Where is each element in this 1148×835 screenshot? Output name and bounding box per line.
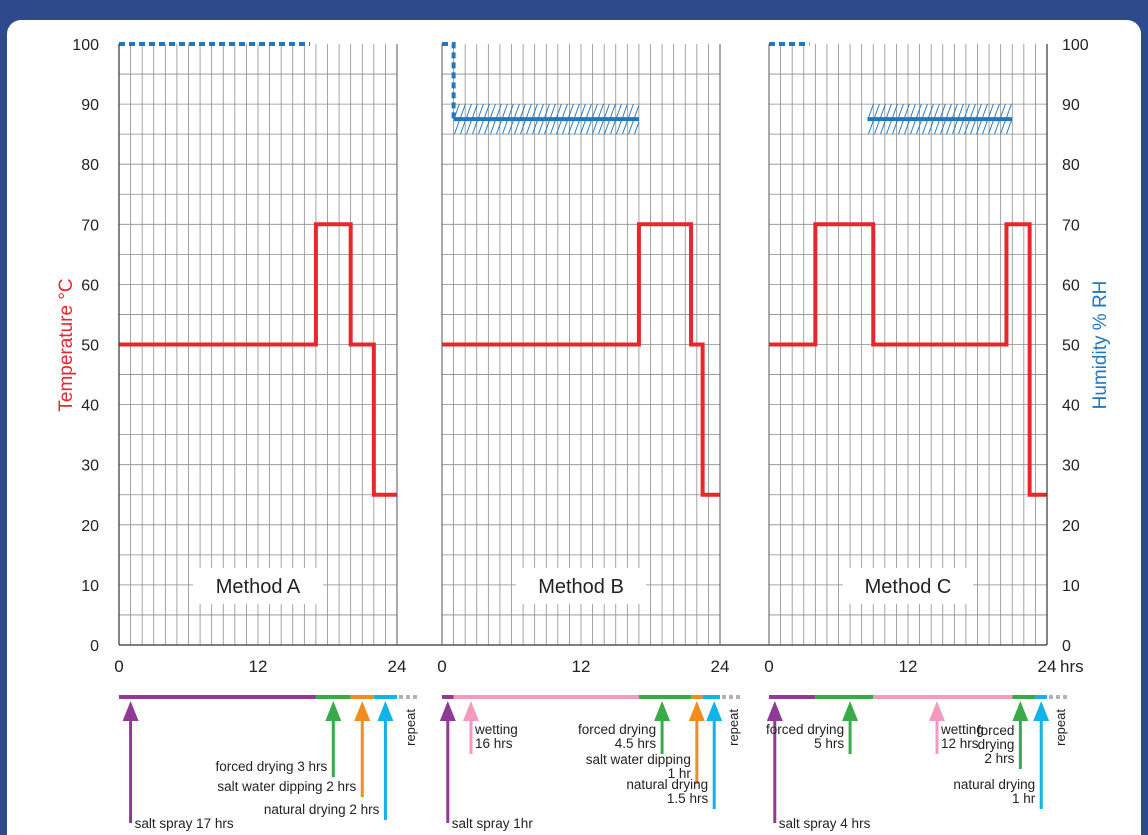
annotation-arrowhead: [654, 701, 671, 721]
process-timeline: repeat salt spray 17 hrs forced drying 3 h…: [119, 695, 1069, 831]
annotation-label: forced drying: [578, 722, 656, 737]
y-tick-right: 40: [1062, 398, 1080, 415]
annotation-label: wetting: [474, 722, 518, 737]
panel-title: Method A: [216, 576, 301, 598]
x-tick-label: 24: [711, 657, 730, 676]
x-tick-label: 24: [1038, 657, 1057, 676]
annotation-arrowhead: [706, 701, 723, 721]
annotation-arrowhead: [842, 701, 859, 721]
annotation-label: salt water dipping 2 hrs: [217, 779, 356, 794]
x-tick-label: 0: [437, 657, 446, 676]
annotation-label: 1.5 hrs: [667, 791, 709, 806]
annotation-arrowhead: [354, 701, 371, 721]
x-tick-label: 12: [572, 657, 591, 676]
repeat-label: repeat: [403, 709, 418, 746]
annotation-label: 2 hrs: [984, 751, 1014, 766]
y-tick-right: 60: [1062, 277, 1080, 294]
y-tick-left: 70: [81, 217, 99, 234]
panel-frames: [118, 44, 1048, 646]
y-tick-left: 90: [81, 97, 99, 114]
annotation-label: 1 hr: [1012, 791, 1036, 806]
panel-title: Method B: [538, 576, 624, 598]
y-tick-left: 30: [81, 458, 99, 475]
annotation-arrowhead: [122, 701, 139, 721]
annotation-arrowhead: [688, 701, 705, 721]
annotation-label: drying: [978, 737, 1015, 752]
annotation-arrowhead: [1012, 701, 1029, 721]
y-tick-left: 40: [81, 398, 99, 415]
y-tick-left: 100: [72, 37, 99, 54]
annotation-label: forced drying: [766, 722, 844, 737]
annotation-label: 12 hrs: [941, 736, 979, 751]
temperature-line: [442, 222, 720, 497]
y-axis-left-label: Temperature °C: [56, 278, 77, 411]
panel-title: Method C: [865, 576, 952, 598]
temperature-series: [119, 222, 1047, 497]
annotation-arrowhead: [377, 701, 394, 721]
chart-card: 0 0 10 10 20 20 30 30 40 40 50 50 60 60 70 70 80 80 90 90 10…: [7, 20, 1141, 835]
annotation-arrowhead: [439, 701, 456, 721]
annotation-label: natural drying: [953, 777, 1035, 792]
y-tick-left: 10: [81, 578, 99, 595]
annotation-arrowhead: [462, 701, 479, 721]
y-tick-left: 50: [81, 338, 99, 355]
annotation-label: salt spray 17 hrs: [135, 816, 234, 831]
annotation-label: 4.5 hrs: [615, 736, 657, 751]
y-tick-right: 50: [1062, 338, 1080, 355]
temperature-line: [119, 222, 397, 497]
y-tick-right: 70: [1062, 217, 1080, 234]
x-unit-label: hrs: [1060, 657, 1084, 676]
y-tick-right: 80: [1062, 157, 1080, 174]
x-tick-label: 12: [899, 657, 918, 676]
annotation-arrowhead: [766, 701, 783, 721]
temperature-line: [769, 222, 1047, 497]
y-axis-right-label: Humidity % RH: [1090, 281, 1111, 410]
y-tick-left: 20: [81, 518, 99, 535]
y-tick-right: 10: [1062, 578, 1080, 595]
annotation-arrowhead: [325, 701, 342, 721]
annotation-label: forced: [977, 723, 1015, 738]
annotation-label: 5 hrs: [814, 736, 844, 751]
x-tick-label: 24: [388, 657, 407, 676]
panel-title-box: [193, 568, 323, 604]
annotation-label: wetting: [940, 722, 984, 737]
y-tick-right: 0: [1062, 638, 1071, 655]
y-tick-right: 100: [1062, 37, 1089, 54]
x-tick-label: 0: [114, 657, 123, 676]
annotation-arrowhead: [928, 701, 945, 721]
y-tick-left: 80: [81, 157, 99, 174]
humidity-dotted-line: [442, 42, 460, 122]
y-tick-right: 30: [1062, 458, 1080, 475]
humidity-series: [119, 42, 1013, 135]
annotation-label: salt water dipping: [586, 752, 691, 767]
repeat-label: repeat: [1053, 709, 1068, 746]
annotation-label: salt spray 4 hrs: [779, 816, 871, 831]
annotation-arrowhead: [1033, 701, 1050, 721]
y-tick-right: 90: [1062, 97, 1080, 114]
annotation-label: natural drying 2 hrs: [264, 802, 380, 817]
x-tick-label: 12: [249, 657, 268, 676]
y-tick-right: 20: [1062, 518, 1080, 535]
annotation-label: natural drying: [626, 777, 708, 792]
y-tick-left: 60: [81, 277, 99, 294]
annotation-label: forced drying 3 hrs: [215, 759, 327, 774]
repeat-label: repeat: [726, 709, 741, 746]
annotation-label: salt spray 1hr: [452, 816, 534, 831]
annotation-label: 1 hr: [668, 766, 692, 781]
annotation-label: 16 hrs: [475, 736, 513, 751]
y-tick-left: 0: [90, 638, 99, 655]
x-tick-label: 0: [764, 657, 773, 676]
panel-title-box: [516, 568, 646, 604]
panel-title-box: [843, 568, 973, 604]
